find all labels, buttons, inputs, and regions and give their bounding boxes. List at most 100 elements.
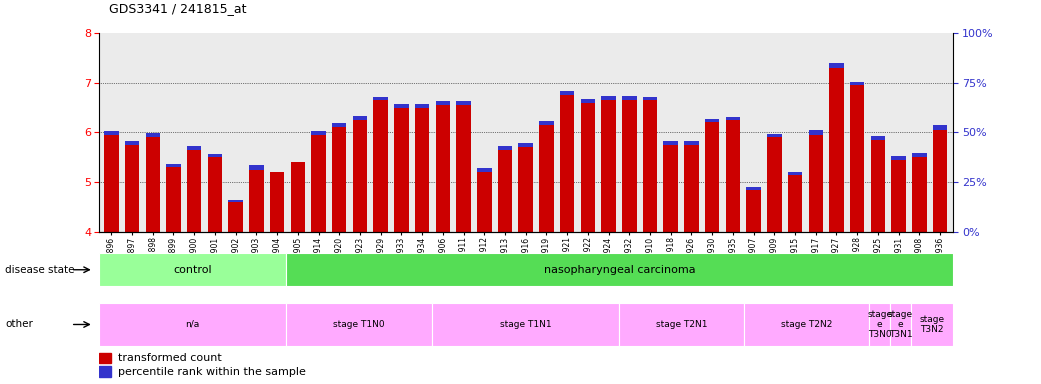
Bar: [684, 141, 699, 145]
Bar: [395, 104, 409, 108]
Text: transformed count: transformed count: [118, 353, 222, 363]
Bar: [187, 150, 202, 232]
Bar: [395, 108, 409, 232]
Bar: [539, 121, 554, 125]
Bar: [146, 137, 160, 232]
Bar: [602, 100, 616, 232]
Bar: [99, 303, 286, 346]
Bar: [99, 253, 286, 286]
Bar: [104, 131, 119, 135]
Bar: [207, 154, 222, 157]
Bar: [477, 172, 491, 232]
Bar: [228, 202, 243, 232]
Bar: [912, 157, 926, 232]
Bar: [726, 120, 740, 232]
Bar: [435, 101, 450, 105]
Text: stage T1N1: stage T1N1: [500, 320, 552, 329]
Bar: [890, 303, 911, 346]
Bar: [581, 103, 595, 232]
Bar: [705, 119, 719, 122]
Bar: [619, 303, 744, 346]
Bar: [498, 146, 512, 150]
Bar: [912, 154, 926, 157]
Bar: [705, 122, 719, 232]
Bar: [870, 136, 885, 140]
Bar: [249, 165, 263, 170]
Bar: [891, 156, 906, 160]
Bar: [270, 172, 284, 232]
Bar: [663, 141, 678, 145]
Bar: [99, 366, 110, 377]
Bar: [642, 100, 657, 232]
Bar: [228, 200, 243, 202]
Bar: [286, 303, 432, 346]
Bar: [788, 175, 803, 232]
Bar: [744, 303, 869, 346]
Text: disease state: disease state: [5, 265, 75, 275]
Bar: [809, 135, 823, 232]
Bar: [374, 96, 388, 100]
Bar: [104, 135, 119, 232]
Bar: [726, 116, 740, 120]
Bar: [290, 162, 305, 232]
Bar: [684, 145, 699, 232]
Bar: [623, 100, 636, 232]
Bar: [415, 104, 429, 108]
Bar: [187, 146, 202, 150]
Text: stage T1N0: stage T1N0: [333, 320, 385, 329]
Bar: [456, 101, 471, 105]
Bar: [332, 127, 347, 232]
Text: GDS3341 / 241815_at: GDS3341 / 241815_at: [109, 2, 247, 15]
Bar: [746, 187, 761, 190]
Bar: [125, 141, 139, 145]
Bar: [809, 131, 823, 135]
Bar: [830, 68, 844, 232]
Bar: [830, 63, 844, 68]
Bar: [933, 130, 947, 232]
Bar: [869, 303, 890, 346]
Bar: [311, 135, 326, 232]
Bar: [788, 172, 803, 175]
Bar: [767, 137, 782, 232]
Bar: [767, 134, 782, 137]
Bar: [167, 167, 181, 232]
Bar: [933, 126, 947, 130]
Bar: [498, 150, 512, 232]
Text: stage
e
T3N0: stage e T3N0: [867, 310, 892, 339]
Bar: [602, 96, 616, 100]
Bar: [415, 108, 429, 232]
Bar: [891, 160, 906, 232]
Bar: [167, 164, 181, 167]
Bar: [125, 145, 139, 232]
Bar: [353, 120, 367, 232]
Bar: [374, 100, 388, 232]
Bar: [518, 147, 533, 232]
Bar: [435, 105, 450, 232]
Bar: [332, 123, 347, 127]
Text: other: other: [5, 319, 33, 329]
Bar: [911, 303, 953, 346]
Text: stage
e
T3N1: stage e T3N1: [888, 310, 913, 339]
Bar: [456, 105, 471, 232]
Bar: [286, 253, 953, 286]
Bar: [249, 170, 263, 232]
Bar: [560, 91, 575, 95]
Bar: [353, 116, 367, 120]
Bar: [581, 99, 595, 103]
Bar: [477, 169, 491, 172]
Bar: [560, 95, 575, 232]
Bar: [663, 145, 678, 232]
Text: nasopharyngeal carcinoma: nasopharyngeal carcinoma: [543, 265, 695, 275]
Bar: [432, 303, 619, 346]
Text: stage T2N1: stage T2N1: [656, 320, 708, 329]
Text: percentile rank within the sample: percentile rank within the sample: [118, 367, 305, 377]
Bar: [870, 140, 885, 232]
Bar: [146, 133, 160, 137]
Bar: [99, 353, 110, 363]
Text: stage T2N2: stage T2N2: [781, 320, 833, 329]
Bar: [642, 96, 657, 100]
Bar: [539, 125, 554, 232]
Text: n/a: n/a: [185, 320, 200, 329]
Bar: [849, 85, 864, 232]
Bar: [518, 143, 533, 147]
